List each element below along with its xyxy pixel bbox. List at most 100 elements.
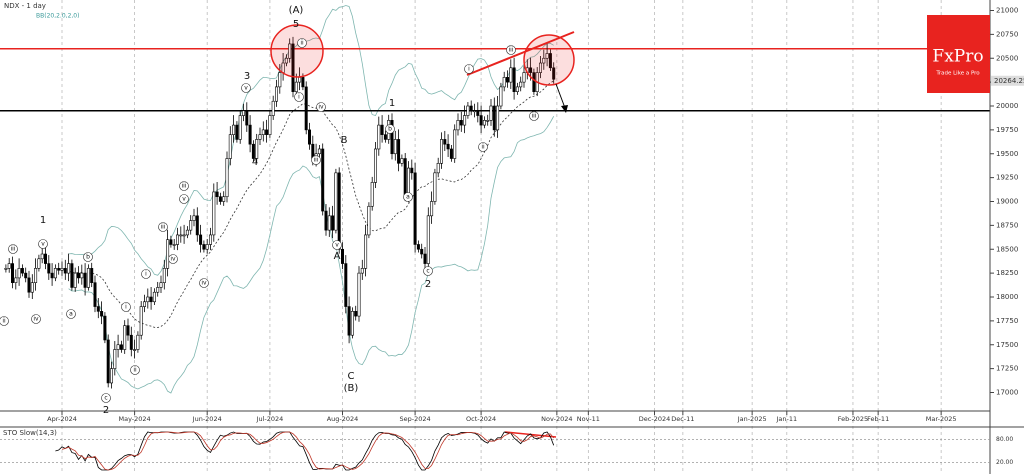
wave-label: (B) [344,383,359,394]
wave-label: v [335,242,339,249]
wave-label: iii [160,224,165,231]
y-tick-label: 18750 [996,221,1018,229]
candle [377,124,381,150]
y-tick-label: 19500 [996,150,1018,158]
candle [93,282,97,307]
wave-label: b [86,254,90,261]
candle [357,272,361,317]
candle [47,263,51,274]
candle [225,158,229,198]
wave-circle [179,181,189,191]
y-tick-label: 21000 [996,7,1018,15]
candle [397,139,401,164]
wave-circle [529,111,539,121]
wave-label: v [182,196,186,203]
candle [185,229,189,236]
x-tick-label: Apr-2024 [47,415,77,423]
x-tick-label: Jul-2024 [256,415,284,423]
trend-line [466,31,575,76]
logo: FxPro Trade Like a Pro [927,15,990,93]
candle [27,277,31,293]
candle [307,129,311,145]
candle [182,234,186,237]
wave-label: B [341,135,348,146]
wave-label: 2 [425,279,431,290]
x-tick-label: Nov-2024 [541,415,572,423]
candle [149,296,153,303]
candle [90,268,94,283]
candle [60,268,64,271]
wave-label: 1 [389,98,395,109]
x-tick-label: Mar-2025 [926,415,957,423]
wave-label: iii [10,246,15,253]
candle [499,86,503,107]
wave-circle [130,365,140,375]
candle [169,239,173,245]
y-tick-label: 18000 [996,293,1018,301]
y-tick-label: 18250 [996,269,1018,277]
wave-label: iv [318,104,324,111]
candle [344,263,348,307]
candle [152,291,156,303]
candle [136,334,140,350]
candle [176,234,180,245]
wave-circle [294,92,304,102]
wave-label: iii [313,157,318,164]
candle [202,244,206,250]
x-tick-label: Dec-11 [671,415,694,423]
wave-label: (A) [289,5,304,16]
candle [251,143,255,159]
candle [238,115,242,140]
wave-circle [0,316,9,326]
candle [509,67,513,83]
candle [106,339,110,384]
candle [350,311,354,336]
candle [53,268,57,279]
candle [367,205,371,236]
wave-label: iii [181,183,186,190]
stochastic-label: STO Slow(14,3) [3,429,57,437]
candle [492,105,496,131]
wave-circle [101,393,111,403]
candle [502,77,506,88]
wave-label: iv [170,256,176,263]
candle [179,234,183,237]
candle [400,158,404,164]
x-tick-label: Sep-2024 [400,415,431,423]
y-tick-label: 18500 [996,245,1018,253]
candle [205,244,209,250]
wave-circle [464,64,474,74]
candle [360,268,364,274]
wave-circle [8,244,18,254]
candle [288,43,292,59]
candle [20,268,24,274]
candle [4,268,8,270]
candle [298,77,302,83]
indicator-tick-label: 20.00 [996,459,1013,466]
candle [548,53,552,69]
x-tick-label: May-2024 [118,415,150,423]
candle [195,215,199,236]
arrow-head [561,105,568,113]
x-tick-label: Aug-2024 [327,415,359,423]
candle [156,287,160,293]
candle [199,234,203,245]
candle [486,120,490,122]
candle [43,253,47,264]
candle [192,215,196,221]
candle [172,244,176,246]
candle [383,134,387,140]
candle [222,196,226,202]
wave-circle [311,155,321,165]
candle [218,196,222,202]
candle [215,191,219,198]
candle [17,268,21,279]
wave-circle [168,254,178,264]
candle [545,53,549,59]
wave-label: 1 [40,215,46,226]
wave-circle [297,38,307,48]
candle [294,81,298,92]
wave-label: 2 [103,405,109,416]
wave-label: a [406,194,410,201]
candle [209,234,213,245]
